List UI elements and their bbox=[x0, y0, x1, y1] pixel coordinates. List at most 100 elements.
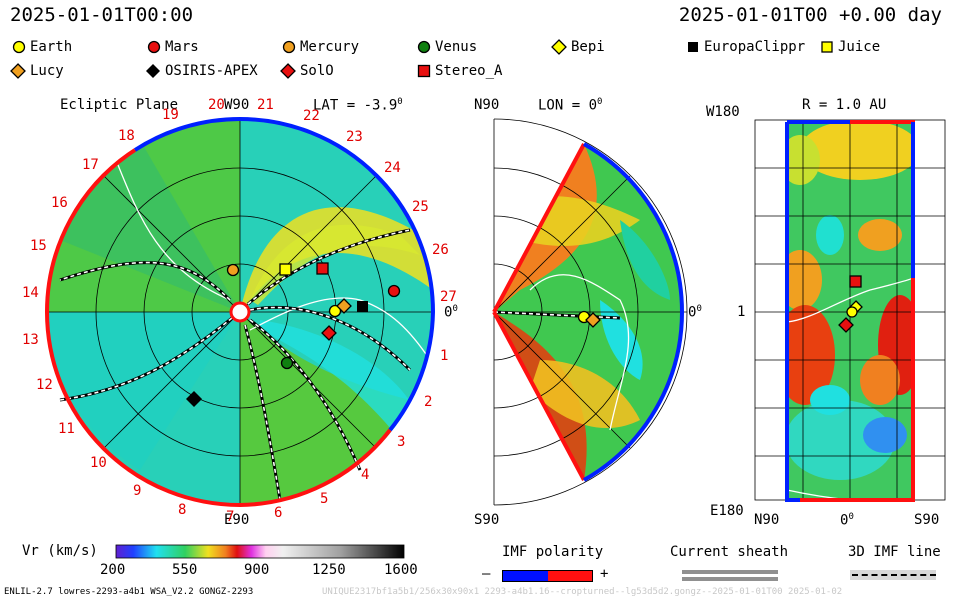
meridional-boundary bbox=[583, 142, 684, 482]
colorbar-tick: 200 bbox=[100, 562, 126, 578]
imf-polarity-plus: + bbox=[600, 566, 609, 582]
meridional-right-label: 00 bbox=[688, 304, 702, 321]
colorbar-tick: 1250 bbox=[312, 562, 346, 578]
date-left: 2025-01-01T00:00 bbox=[10, 4, 194, 26]
carrington-label: 22 bbox=[303, 108, 320, 124]
lucy-marker bbox=[336, 298, 352, 314]
carrington-label: 7 bbox=[226, 509, 235, 525]
carrington-label: 15 bbox=[30, 238, 47, 254]
earth-marker bbox=[328, 304, 342, 318]
legend-label: Juice bbox=[838, 39, 881, 55]
watermark-text: UNIQUE2317bf1a5b1/256x30x90x1 2293-a4b1.… bbox=[322, 587, 843, 597]
carrington-label: 23 bbox=[346, 129, 363, 145]
ecliptic-bottom-label: E90 bbox=[224, 512, 250, 528]
meridional-grid bbox=[493, 118, 688, 506]
square-marker-icon bbox=[821, 41, 833, 53]
circle-marker-icon bbox=[417, 40, 431, 54]
ecliptic-top-label: W90 bbox=[224, 97, 250, 113]
colorbar-tick: 1600 bbox=[384, 562, 418, 578]
current-sheath-line bbox=[682, 570, 778, 574]
carrington-label: 1 bbox=[440, 348, 449, 364]
ecliptic-title: Ecliptic Plane bbox=[60, 97, 179, 113]
diamond-marker-icon bbox=[146, 64, 160, 78]
osiris-apex-marker bbox=[186, 391, 202, 407]
ecliptic-contours bbox=[115, 159, 431, 361]
carrington-label: 19 bbox=[162, 107, 179, 123]
legend-item-stereo-a: Stereo_A bbox=[417, 63, 502, 79]
legend-label: Bepi bbox=[571, 39, 605, 55]
diamond-marker-icon bbox=[280, 63, 296, 79]
legend-label: OSIRIS-APEX bbox=[165, 63, 258, 79]
diamond-marker-icon bbox=[551, 39, 567, 55]
imf-line-swatch bbox=[852, 574, 936, 576]
carrington-label: 18 bbox=[118, 128, 135, 144]
carrington-label: 27 bbox=[440, 289, 457, 305]
meridional-top-label: N90 bbox=[474, 97, 500, 113]
imf-negative-swatch bbox=[502, 570, 550, 582]
circle-marker-icon bbox=[147, 40, 161, 54]
radial-speed-map bbox=[787, 122, 913, 500]
ecliptic-lat-label: LAT = -3.90 bbox=[313, 97, 403, 114]
carrington-label: 17 bbox=[82, 157, 99, 173]
legend-item-earth: Earth bbox=[12, 39, 72, 55]
carrington-label: 2 bbox=[424, 394, 433, 410]
legend-label: Venus bbox=[435, 39, 478, 55]
europaclippr-marker bbox=[357, 301, 368, 312]
carrington-label: 16 bbox=[51, 195, 68, 211]
carrington-label: 26 bbox=[432, 242, 449, 258]
sun-icon bbox=[229, 301, 251, 323]
ecliptic-boundary-positive bbox=[44, 148, 392, 508]
legend-item-venus: Venus bbox=[417, 39, 477, 55]
current-sheath-label: Current sheath bbox=[670, 544, 789, 560]
imf-positive-swatch bbox=[548, 570, 593, 582]
earth-marker bbox=[846, 306, 858, 318]
imf-line-label: 3D IMF line bbox=[848, 544, 941, 560]
legend-item-osiris-apex: OSIRIS-APEX bbox=[145, 63, 258, 79]
meridional-lon-label: LON = 00 bbox=[538, 97, 603, 114]
carrington-label: 11 bbox=[58, 421, 75, 437]
legend-item-europaclippr: EuropaClippr bbox=[686, 39, 805, 55]
legend-label: Lucy bbox=[30, 63, 64, 79]
circle-marker-icon bbox=[12, 40, 26, 54]
legend-item-mercury: Mercury bbox=[282, 39, 359, 55]
carrington-label: 4 bbox=[361, 467, 370, 483]
imf-polarity-label: IMF polarity bbox=[502, 544, 604, 560]
carrington-label: 24 bbox=[384, 160, 401, 176]
model-info: ENLIL-2.7 lowres-2293-a4b1 WSA_V2.2 GONG… bbox=[4, 587, 254, 597]
carrington-label: 25 bbox=[412, 199, 429, 215]
legend-item-solo: SolO bbox=[280, 63, 334, 79]
imf-polarity-minus: – bbox=[482, 566, 491, 582]
colorbar-tick: 900 bbox=[244, 562, 270, 578]
ecliptic-boundary-negative bbox=[239, 117, 436, 432]
circle-marker-icon bbox=[282, 40, 296, 54]
venus-marker bbox=[280, 356, 294, 370]
carrington-label: 3 bbox=[397, 434, 406, 450]
colorbar-label: Vr (km/s) bbox=[22, 543, 98, 559]
radial-bottom-left: E180 bbox=[710, 503, 744, 519]
legend-label: Stereo_A bbox=[435, 63, 503, 79]
solo-marker bbox=[838, 317, 854, 333]
current-sheath-line bbox=[682, 577, 778, 581]
carrington-label: 6 bbox=[274, 505, 283, 521]
mars-marker bbox=[387, 284, 401, 298]
stereo-a-marker bbox=[849, 275, 862, 288]
legend-item-bepi: Bepi bbox=[551, 39, 605, 55]
stereo-a-marker bbox=[316, 262, 329, 275]
square-marker-icon bbox=[688, 42, 698, 52]
carrington-label: 12 bbox=[36, 377, 53, 393]
radial-mid-left: 1 bbox=[737, 304, 746, 320]
radial-x-right: S90 bbox=[914, 512, 940, 528]
carrington-label: 21 bbox=[257, 97, 274, 113]
legend-label: Mars bbox=[165, 39, 199, 55]
carrington-label: 14 bbox=[22, 285, 39, 301]
legend-label: Earth bbox=[30, 39, 73, 55]
legend-item-juice: Juice bbox=[820, 39, 880, 55]
radial-x-mid: 00 bbox=[840, 512, 854, 529]
meridional-bottom-label: S90 bbox=[474, 512, 500, 528]
date-right: 2025-01-01T00 +0.00 day bbox=[678, 4, 942, 26]
carrington-label: 5 bbox=[320, 491, 329, 507]
carrington-label: 13 bbox=[22, 332, 39, 348]
legend-label: SolO bbox=[300, 63, 334, 79]
